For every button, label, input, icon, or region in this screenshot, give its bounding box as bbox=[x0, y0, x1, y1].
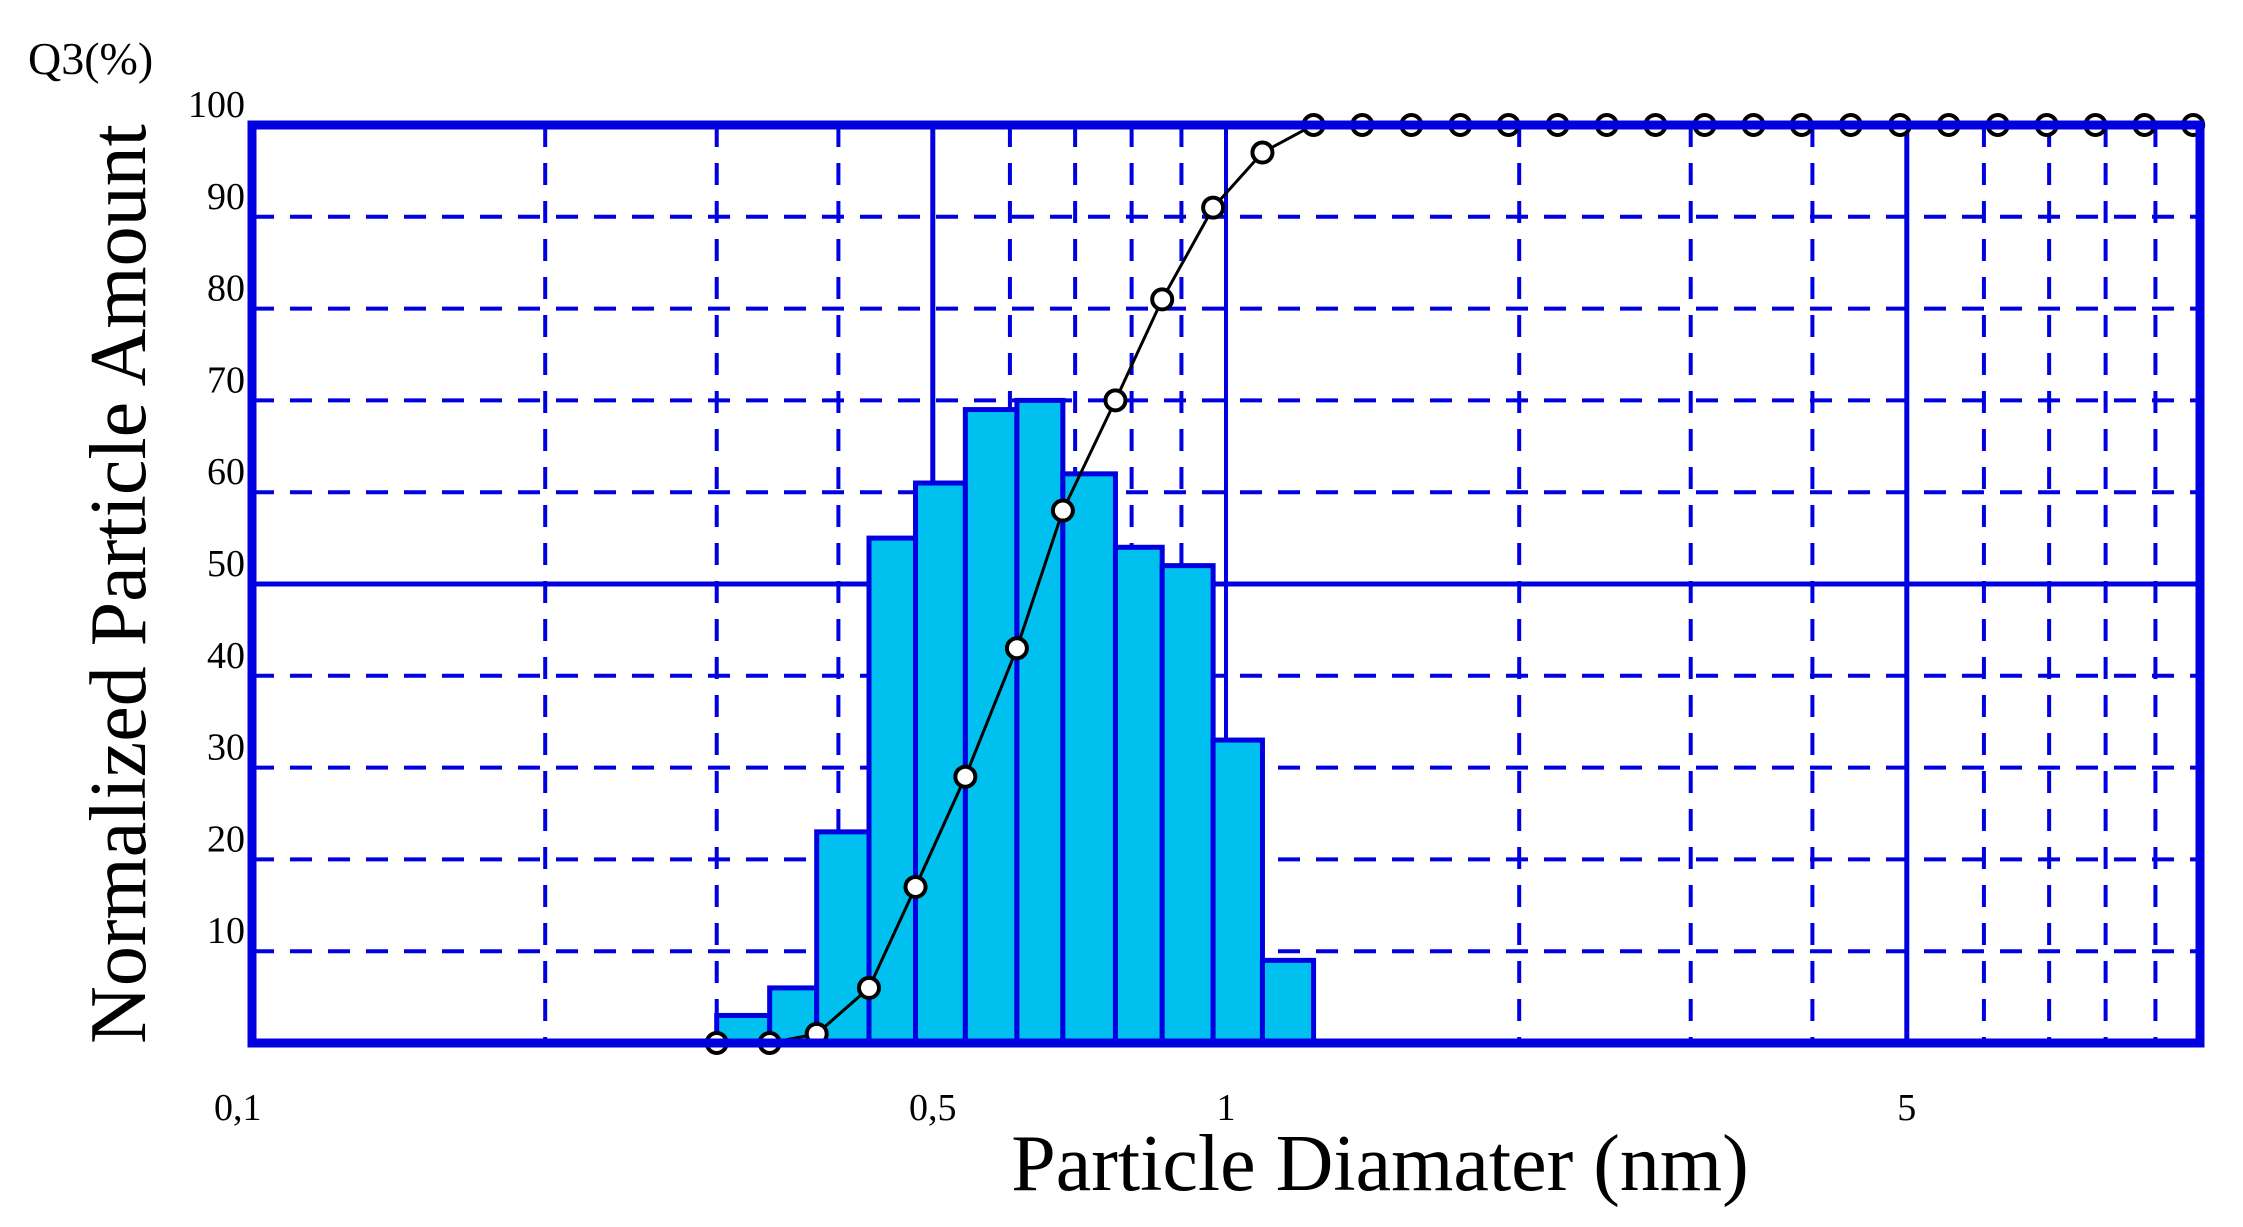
corner-label: Q3(%) bbox=[28, 33, 153, 84]
histogram-bar bbox=[1014, 397, 1066, 1046]
cumulative-point bbox=[1201, 195, 1226, 220]
y-tick-label: 60 bbox=[207, 451, 245, 493]
y-tick-label: 100 bbox=[188, 84, 245, 126]
x-tick-label: 0,1 bbox=[214, 1087, 262, 1129]
histogram-bar bbox=[1060, 471, 1118, 1046]
cumulative-point bbox=[953, 764, 978, 789]
grid-lines bbox=[252, 125, 2200, 1043]
y-tick-label: 10 bbox=[207, 910, 245, 952]
cumulative-point bbox=[1004, 636, 1029, 661]
y-axis-label: Normalized Particle Amount bbox=[75, 124, 163, 1044]
histogram-bar bbox=[913, 480, 968, 1046]
histogram-bar bbox=[866, 535, 919, 1046]
cumulative-point bbox=[903, 874, 928, 899]
histogram-bar bbox=[962, 407, 1020, 1046]
x-tick-labels: 0,1 0,5 1 5 bbox=[214, 1087, 1916, 1129]
cumulative-point bbox=[1250, 140, 1275, 165]
x-tick-label: 0,5 bbox=[909, 1087, 957, 1129]
y-tick-label: 20 bbox=[207, 818, 245, 860]
cumulative-point bbox=[856, 975, 881, 1000]
y-tick-label: 80 bbox=[207, 268, 245, 310]
y-tick-label: 90 bbox=[207, 176, 245, 218]
y-tick-labels: 10 20 30 40 50 60 70 80 90 100 bbox=[188, 84, 245, 952]
cumulative-point bbox=[1050, 498, 1075, 523]
histogram-bar bbox=[1159, 563, 1216, 1046]
x-axis-label: Particle Diamater (nm) bbox=[1011, 1120, 1748, 1208]
y-tick-label: 40 bbox=[207, 635, 245, 677]
x-tick-label: 1 bbox=[1217, 1087, 1236, 1129]
y-tick-label: 70 bbox=[207, 359, 245, 401]
y-tick-label: 50 bbox=[207, 543, 245, 585]
x-tick-label: 5 bbox=[1897, 1087, 1916, 1129]
histogram-bar bbox=[1112, 544, 1165, 1046]
y-tick-label: 30 bbox=[207, 727, 245, 769]
histogram-bar bbox=[1210, 737, 1265, 1046]
histogram-bar bbox=[1259, 957, 1317, 1046]
cumulative-point bbox=[1150, 287, 1175, 312]
plot-frame bbox=[247, 120, 2205, 1048]
cumulative-point bbox=[1103, 388, 1128, 413]
